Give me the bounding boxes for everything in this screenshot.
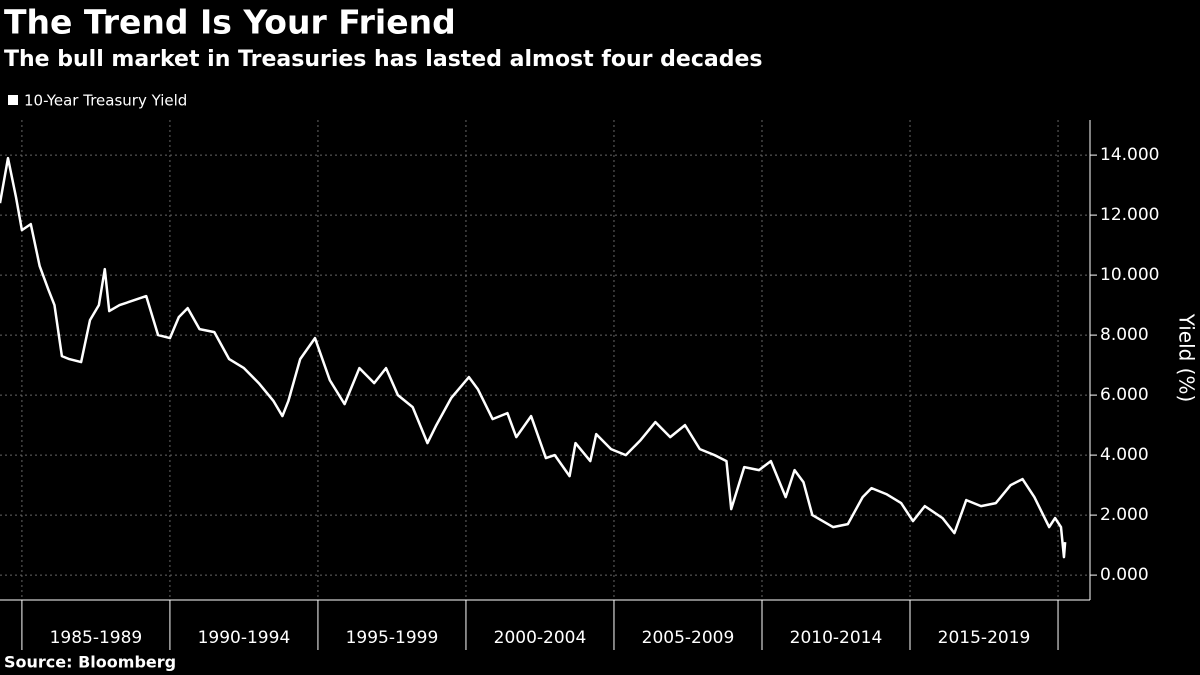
x-tick-label: 1990-1994 — [198, 628, 291, 648]
y-tick-label: 12.000 — [1100, 205, 1159, 225]
chart-title: The Trend Is Your Friend — [4, 3, 456, 42]
y-axis-label: Yield (%) — [1175, 313, 1199, 403]
y-tick-label: 14.000 — [1100, 145, 1159, 165]
x-tick-label: 2010-2014 — [790, 628, 883, 648]
y-tick-label: 0.000 — [1100, 565, 1149, 585]
x-tick-label: 1995-1999 — [346, 628, 439, 648]
chart-subtitle: The bull market in Treasuries has lasted… — [4, 47, 763, 72]
x-tick-label: 1985-1989 — [50, 628, 143, 648]
y-tick-label: 4.000 — [1100, 445, 1149, 465]
source: Source: Bloomberg — [4, 653, 176, 672]
y-tick-label: 2.000 — [1100, 505, 1149, 525]
y-tick-label: 6.000 — [1100, 385, 1149, 405]
y-tick-label: 8.000 — [1100, 325, 1149, 345]
x-tick-label: 2005-2009 — [642, 628, 735, 648]
y-tick-label: 10.000 — [1100, 265, 1159, 285]
legend-swatch — [8, 95, 18, 105]
x-tick-label: 2015-2019 — [938, 628, 1031, 648]
x-tick-label: 2000-2004 — [494, 628, 587, 648]
line-series — [0, 156, 1067, 559]
legend-label: 10-Year Treasury Yield — [24, 92, 187, 110]
